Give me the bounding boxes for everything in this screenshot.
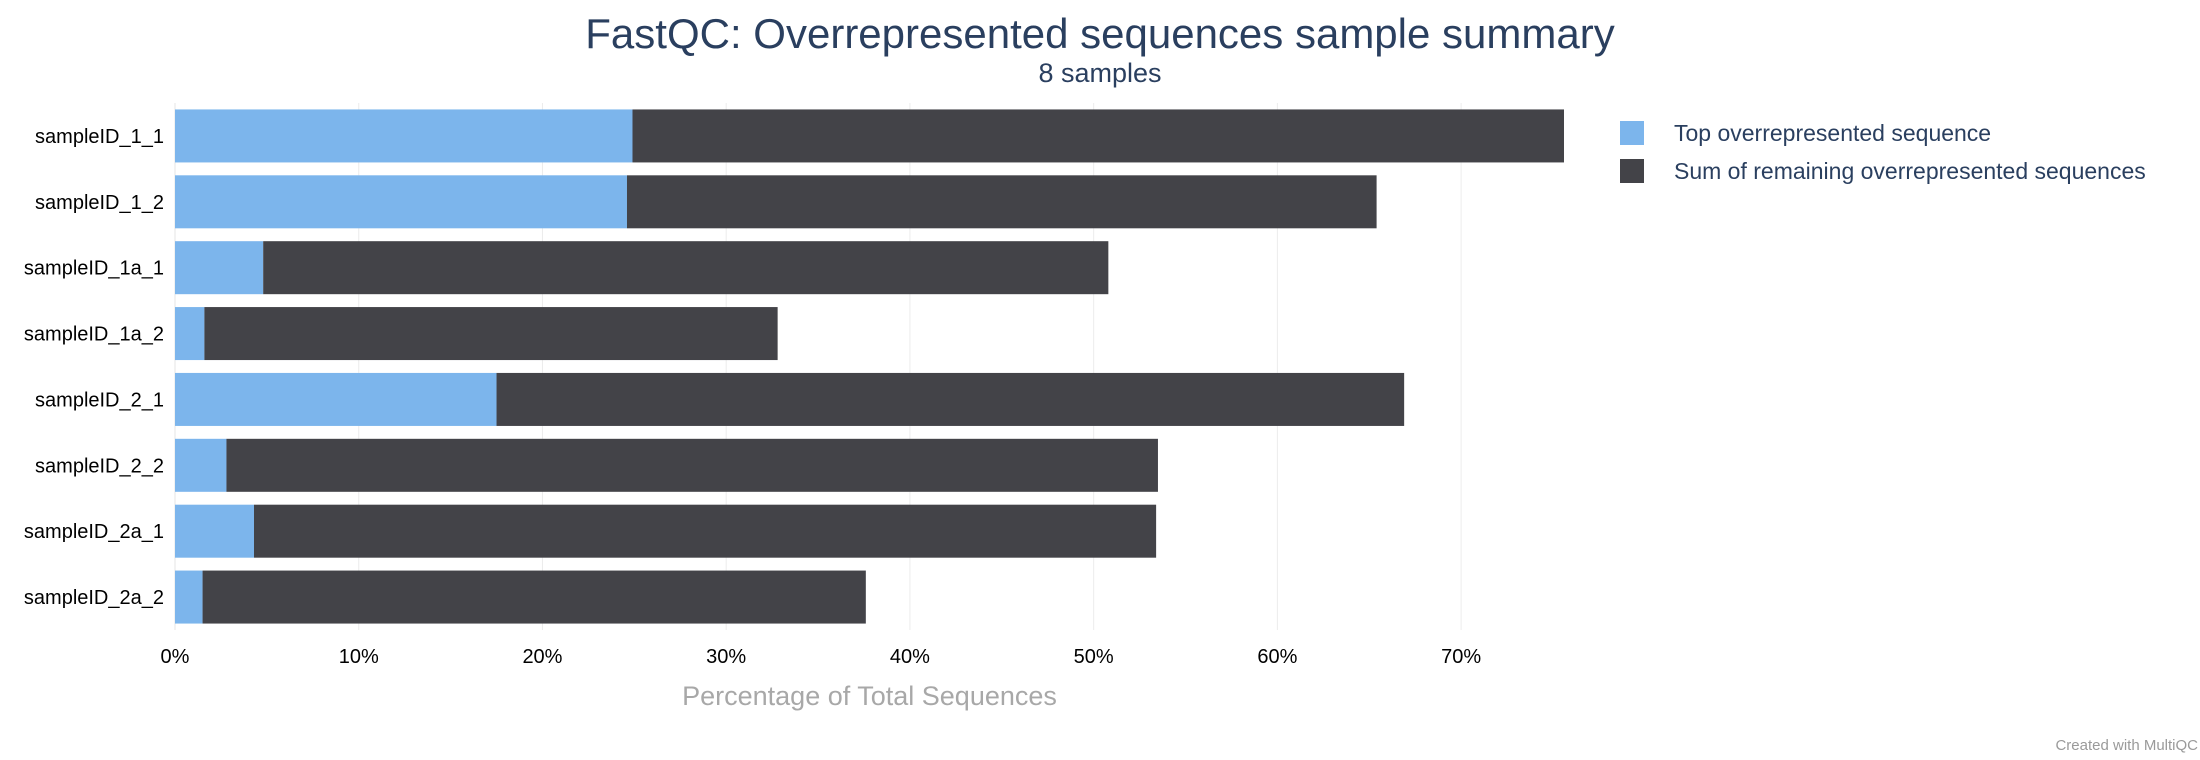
x-tick-label: 20%	[522, 646, 562, 668]
x-tick-label: 0%	[161, 646, 190, 668]
y-tick-label: sampleID_1a_1	[24, 258, 164, 280]
bar-sampleID_1a_2-series-1[interactable]	[204, 307, 778, 361]
y-tick-label: sampleID_2_2	[35, 455, 164, 477]
bar-sampleID_2_2-series-1[interactable]	[226, 438, 1158, 492]
bar-sampleID_2a_1-series-0[interactable]	[175, 504, 255, 558]
x-tick-label: 50%	[1074, 646, 1114, 668]
bar-sampleID_1a_1-series-1[interactable]	[263, 241, 1109, 295]
y-tick-label: sampleID_2a_1	[24, 521, 164, 543]
legend-swatch-top	[1620, 121, 1644, 145]
x-tick-label: 60%	[1257, 646, 1297, 668]
x-tick-label: 70%	[1441, 646, 1481, 668]
legend-swatch-remaining	[1620, 159, 1644, 183]
legend-item-remaining[interactable]: Sum of remaining overrepresented sequenc…	[1620, 152, 2146, 190]
bar-sampleID_1_2-series-0[interactable]	[175, 175, 627, 229]
chart-subtitle: 8 samples	[1038, 58, 1162, 88]
bar-sampleID_1_2-series-1[interactable]	[626, 175, 1377, 229]
x-tick-label: 40%	[890, 646, 930, 668]
legend-label-top: Top overrepresented sequence	[1674, 119, 1992, 146]
bar-sampleID_2_2-series-0[interactable]	[175, 438, 227, 492]
bar-sampleID_1a_2-series-0[interactable]	[175, 307, 205, 361]
legend-item-top[interactable]: Top overrepresented sequence	[1620, 114, 2146, 152]
bar-sampleID_2_1-series-0[interactable]	[175, 372, 497, 426]
bar-sampleID_2a_2-series-1[interactable]	[202, 570, 866, 624]
bar-sampleID_1_1-series-1[interactable]	[632, 109, 1564, 163]
x-tick-label: 30%	[706, 646, 746, 668]
bar-sampleID_1_1-series-0[interactable]	[175, 109, 633, 163]
legend-label-remaining: Sum of remaining overrepresented sequenc…	[1674, 157, 2146, 184]
bar-sampleID_2a_1-series-1[interactable]	[254, 504, 1157, 558]
y-tick-label: sampleID_2a_2	[24, 587, 164, 609]
y-tick-label: sampleID_1a_2	[24, 324, 164, 346]
x-axis-label: Percentage of Total Sequences	[682, 681, 1057, 711]
bar-sampleID_2a_2-series-0[interactable]	[175, 570, 203, 624]
y-tick-label: sampleID_1_1	[35, 126, 164, 148]
bar-sampleID_1a_1-series-0[interactable]	[175, 241, 264, 295]
x-tick-label: 10%	[339, 646, 379, 668]
bar-sampleID_2_1-series-1[interactable]	[496, 372, 1405, 426]
credit-text: Created with MultiQC	[2055, 737, 2198, 754]
y-tick-label: sampleID_2_1	[35, 389, 164, 411]
y-tick-label: sampleID_1_2	[35, 192, 164, 214]
chart-title: FastQC: Overrepresented sequences sample…	[585, 10, 1615, 57]
legend: Top overrepresented sequence Sum of rema…	[1620, 114, 2146, 190]
